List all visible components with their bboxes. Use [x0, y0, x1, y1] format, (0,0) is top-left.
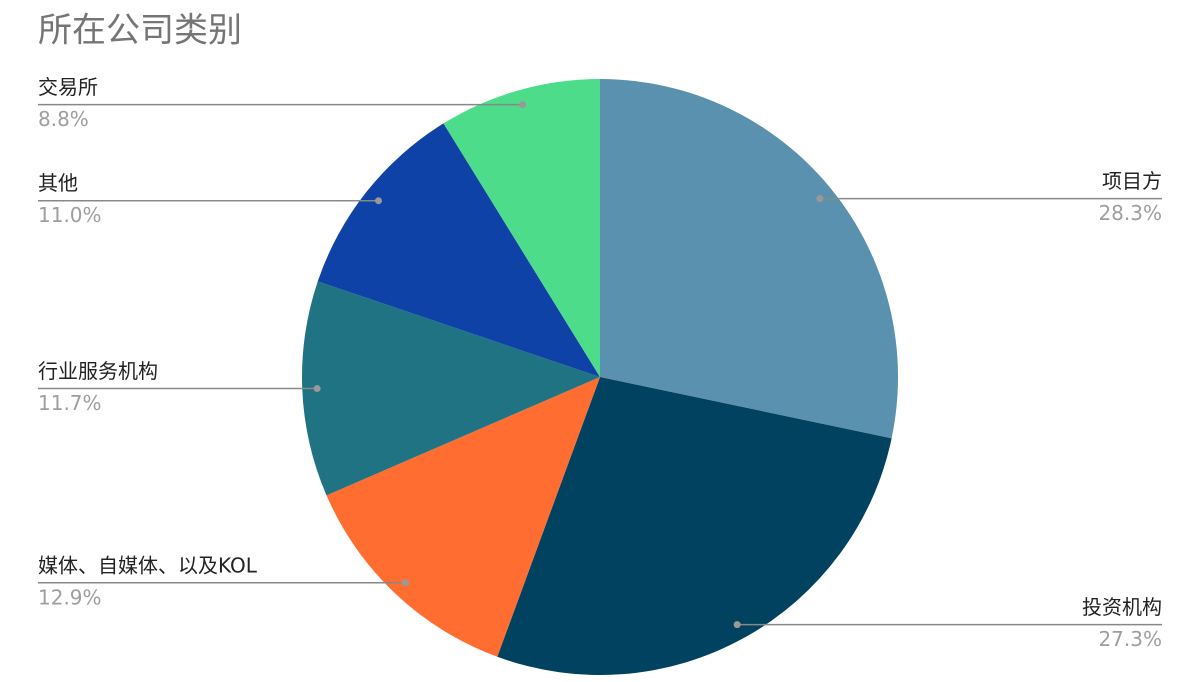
leader-dot — [816, 195, 824, 203]
pie-slice — [317, 123, 600, 377]
slice-value-label: 8.8% — [38, 107, 89, 131]
slice-label: 项目方 — [1102, 169, 1162, 193]
slice-value-label: 28.3% — [1098, 201, 1162, 225]
pie-slice — [302, 281, 600, 496]
leader-dot — [519, 101, 527, 109]
slice-value-label: 11.0% — [38, 203, 102, 227]
leader-dot — [402, 579, 410, 587]
chart-title: 所在公司类别 — [38, 11, 242, 51]
leader-dot — [313, 385, 321, 393]
pie-slice — [443, 79, 600, 377]
slice-label: 行业服务机构 — [38, 359, 158, 383]
slice-value-label: 12.9% — [38, 585, 102, 609]
pie-slice — [326, 377, 600, 657]
slice-value-label: 11.7% — [38, 391, 102, 415]
slice-label: 其他 — [38, 171, 78, 195]
slice-label: 投资机构 — [1082, 595, 1162, 619]
leader-dot — [733, 621, 741, 629]
pie-slice — [497, 377, 892, 675]
slice-label: 媒体、自媒体、以及KOL — [38, 553, 258, 577]
slice-label: 交易所 — [38, 75, 98, 99]
leader-dot — [375, 197, 383, 205]
pie-slice — [600, 79, 899, 439]
slice-value-label: 27.3% — [1098, 627, 1162, 651]
